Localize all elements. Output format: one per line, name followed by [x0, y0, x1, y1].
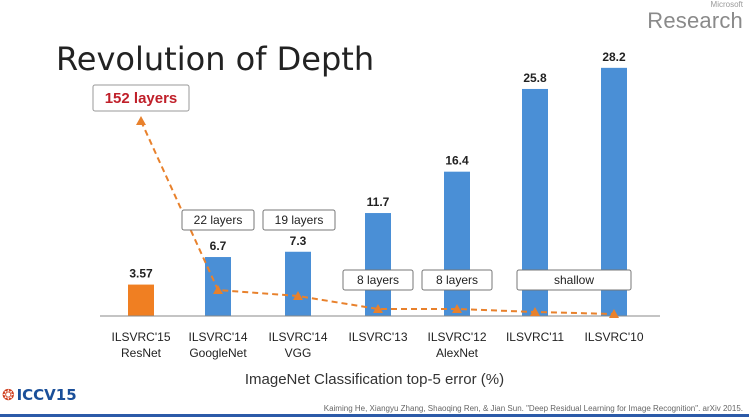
layer-callout-box-0	[92, 84, 190, 112]
layer-callout-label-2: 19 layers	[275, 213, 324, 227]
trend-marker-5	[530, 307, 540, 316]
trend-marker-1	[213, 285, 223, 294]
footer-divider	[0, 414, 749, 417]
microsoft-research-logo: Microsoft Research	[647, 0, 743, 32]
value-label-3: 11.7	[367, 195, 390, 209]
layer-callout-box-2	[262, 209, 336, 231]
category-sublabel-0: ResNet	[121, 346, 162, 360]
category-label-4: ILSVRC'12	[428, 330, 487, 344]
layer-callout-box-4	[421, 269, 493, 291]
iccv-logo-text: ICCV15	[16, 386, 77, 404]
bar-2	[285, 251, 311, 316]
layer-callout-box-3	[342, 269, 414, 291]
value-label-4: 16.4	[445, 154, 469, 168]
citation: Kaiming He, Xiangyu Zhang, Shaoqing Ren,…	[323, 404, 743, 413]
category-sublabel-1: GoogleNet	[189, 346, 247, 360]
iccv-circles-icon: ❂	[2, 386, 15, 404]
layer-callout-label-5: shallow	[554, 273, 594, 287]
x-axis-title: ImageNet Classification top-5 error (%)	[244, 371, 505, 388]
bar-0	[128, 284, 154, 316]
value-label-0: 3.57	[129, 267, 153, 281]
category-sublabel-4: AlexNet	[436, 346, 479, 360]
trend-marker-0	[136, 116, 146, 125]
slide-title: Revolution of Depth	[56, 40, 375, 78]
trend-marker-3	[373, 304, 383, 313]
trend-marker-4	[452, 304, 462, 313]
category-label-2: ILSVRC'14	[269, 330, 328, 344]
value-label-5: 25.8	[523, 71, 547, 85]
trend-marker-2	[293, 291, 303, 300]
value-label-6: 28.2	[602, 50, 626, 64]
layer-callout-box-5	[516, 269, 632, 291]
value-label-2: 7.3	[290, 234, 307, 248]
category-label-6: ILSVRC'10	[585, 330, 644, 344]
value-label-1: 6.7	[210, 239, 227, 253]
layer-callout-label-1: 22 layers	[194, 213, 243, 227]
category-label-0: ILSVRC'15	[112, 330, 171, 344]
iccv-logo: ❂ ICCV15	[2, 386, 77, 404]
category-sublabel-2: VGG	[285, 346, 312, 360]
layer-callout-label-0: 152 layers	[105, 90, 178, 107]
logo-company-big: Research	[647, 8, 743, 33]
bar-4	[444, 171, 470, 316]
layer-callout-box-1	[181, 209, 255, 231]
logo-company-small: Microsoft	[710, 0, 743, 9]
category-label-3: ILSVRC'13	[349, 330, 408, 344]
category-label-1: ILSVRC'14	[189, 330, 248, 344]
layer-callout-label-4: 8 layers	[436, 273, 478, 287]
layer-callout-label-3: 8 layers	[357, 273, 399, 287]
bar-3	[365, 213, 391, 316]
trend-marker-6	[609, 309, 619, 318]
category-label-5: ILSVRC'11	[506, 330, 564, 344]
